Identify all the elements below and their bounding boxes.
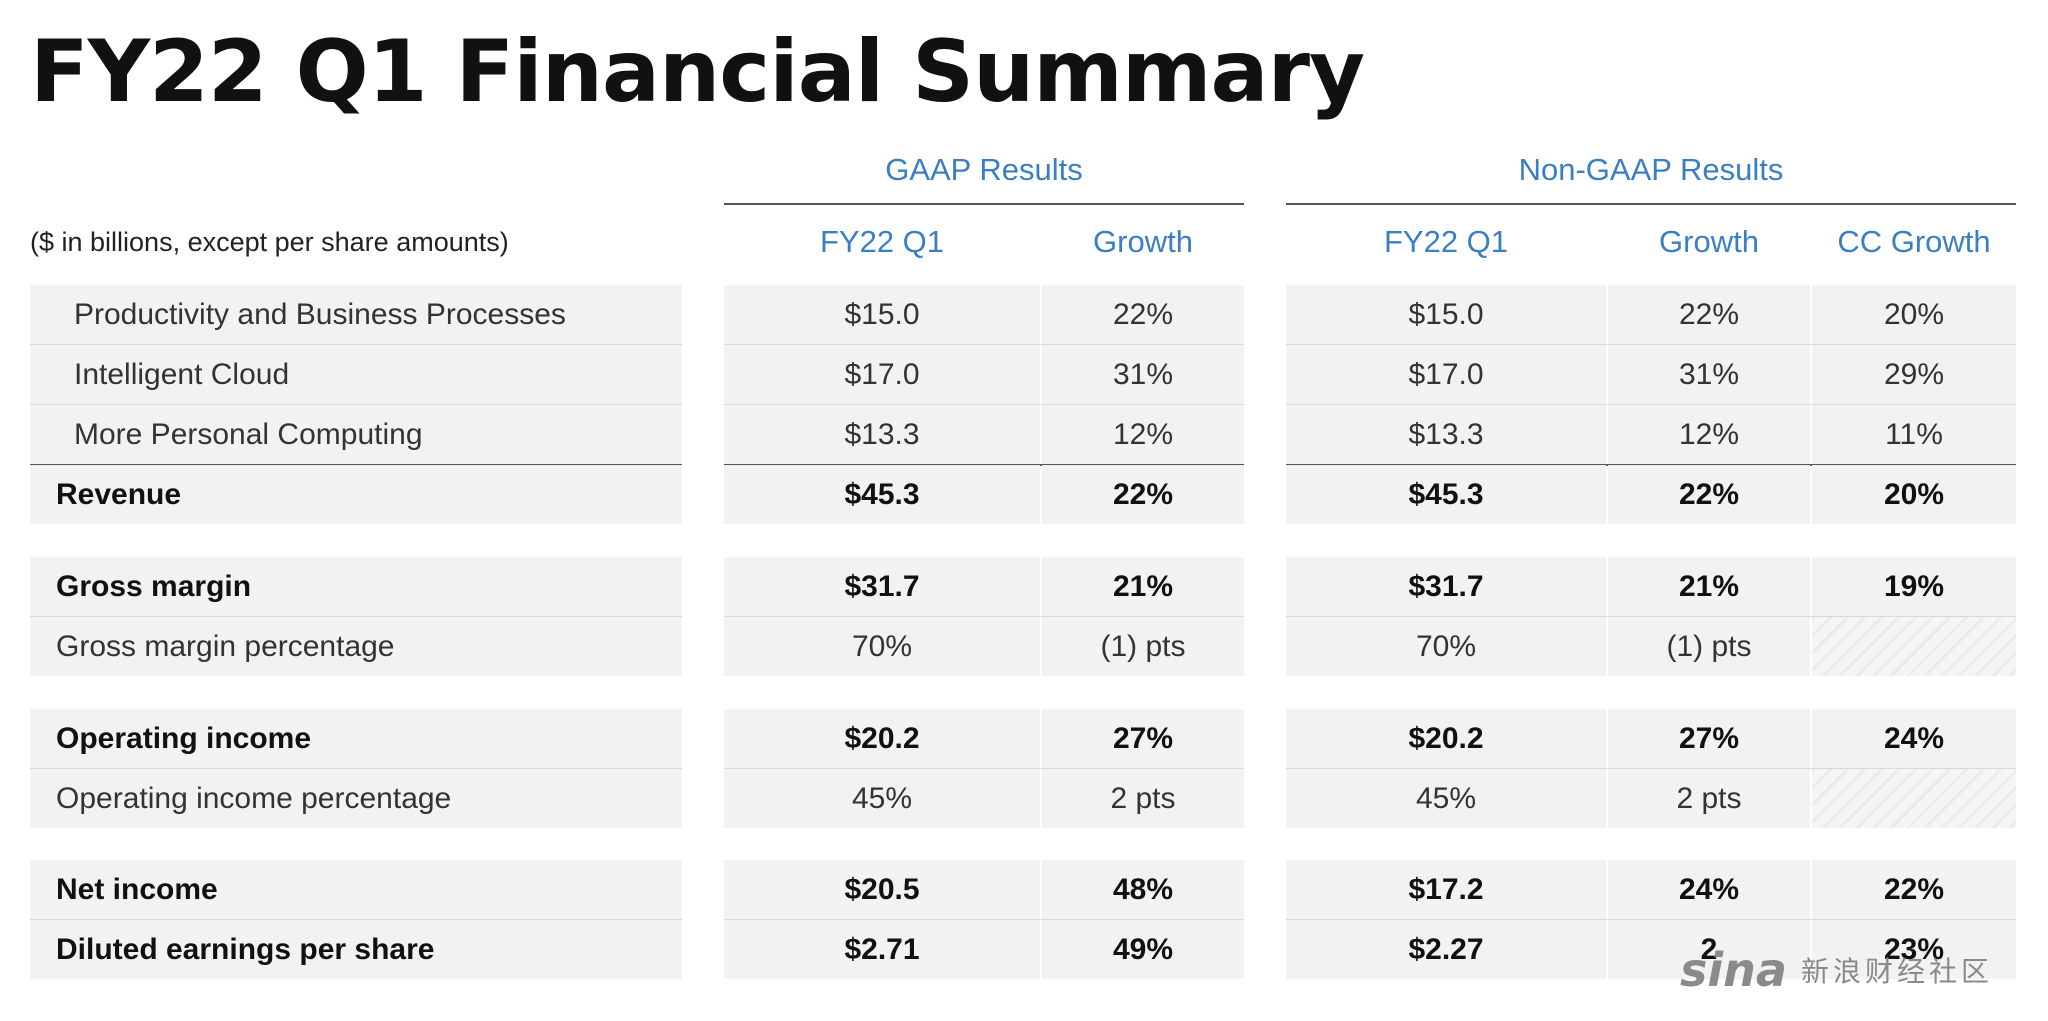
row-divider [30,404,682,405]
value-cell-gaap-growth: 22% [1042,465,1244,524]
value-cell-gaap-q: $17.0 [724,345,1040,404]
value-cell-ng-q: $17.0 [1286,345,1606,404]
value-cell-ng-q: $31.7 [1286,557,1606,616]
value-cell-ng-cc: 20% [1812,285,2016,344]
value-cell-gaap-growth: 22% [1042,285,1244,344]
value-cell-gaap-growth: 31% [1042,345,1244,404]
row-label: Gross margin [30,557,682,616]
value-cell-ng-growth: 24% [1608,860,1810,919]
value-cell-ng-growth: 22% [1608,285,1810,344]
row-divider [724,404,1244,405]
units-note: ($ in billions, except per share amounts… [30,226,509,257]
value-cell-ng-q: 70% [1286,617,1606,676]
row-label: Productivity and Business Processes [30,285,682,344]
value-cell-ng-q: $15.0 [1286,285,1606,344]
value-cell-ng-cc: 11% [1812,405,2016,464]
row-divider [30,616,682,617]
watermark-text: 新浪财经社区 [1800,955,1993,988]
row-label: Net income [30,860,682,919]
empty-cell [1812,769,2016,828]
value-cell-gaap-q: $20.5 [724,860,1040,919]
row-label: Operating income percentage [30,769,682,828]
value-cell-ng-q: $17.2 [1286,860,1606,919]
col-header-nongaap-q1: FY22 Q1 [1383,224,1509,259]
col-header-cc-growth: CC Growth [1837,224,1991,259]
row-label: Revenue [30,465,682,524]
value-cell-ng-cc: 24% [1812,709,2016,768]
value-cell-gaap-q: $45.3 [724,465,1040,524]
value-cell-ng-growth: 2 pts [1608,769,1810,828]
gaap-header-rule [724,203,1244,205]
value-cell-ng-q: $45.3 [1286,465,1606,524]
row-label: Operating income [30,709,682,768]
row-divider [724,768,1244,769]
value-cell-gaap-growth: 49% [1042,920,1244,979]
sina-logo-icon: sina [1680,943,1787,997]
value-cell-ng-cc: 22% [1812,860,2016,919]
value-cell-ng-q: $13.3 [1286,405,1606,464]
value-cell-ng-growth: (1) pts [1608,617,1810,676]
gaap-results-header: GAAP Results [885,152,1083,187]
value-cell-gaap-growth: 48% [1042,860,1244,919]
value-cell-ng-growth: 22% [1608,465,1810,524]
value-cell-gaap-q: $31.7 [724,557,1040,616]
watermark: sina 新浪财经社区 [1680,935,1993,1005]
col-header-gaap-growth: Growth [1093,224,1193,259]
value-cell-gaap-growth: 12% [1042,405,1244,464]
value-cell-gaap-growth: 27% [1042,709,1244,768]
value-cell-gaap-q: 70% [724,617,1040,676]
row-divider [1286,344,2016,345]
row-divider [724,344,1244,345]
row-divider [724,919,1244,920]
value-cell-gaap-q: $15.0 [724,285,1040,344]
value-cell-ng-q: $20.2 [1286,709,1606,768]
row-divider [1286,616,2016,617]
value-cell-gaap-q: $13.3 [724,405,1040,464]
row-divider [30,919,682,920]
value-cell-gaap-growth: 21% [1042,557,1244,616]
nongaap-results-header: Non-GAAP Results [1518,152,1784,187]
page-title: FY22 Q1 Financial Summary [30,22,1365,122]
row-label: More Personal Computing [30,405,682,464]
value-cell-ng-cc: 29% [1812,345,2016,404]
row-label: Intelligent Cloud [30,345,682,404]
value-cell-ng-growth: 27% [1608,709,1810,768]
value-cell-ng-growth: 31% [1608,345,1810,404]
col-header-gaap-q1: FY22 Q1 [819,224,945,259]
value-cell-gaap-growth: (1) pts [1042,617,1244,676]
value-cell-gaap-growth: 2 pts [1042,769,1244,828]
col-header-nongaap-growth: Growth [1659,224,1759,259]
nongaap-header-rule [1286,203,2016,205]
row-divider [1286,768,2016,769]
empty-cell [1812,617,2016,676]
row-divider [30,768,682,769]
row-label: Diluted earnings per share [30,920,682,979]
value-cell-ng-growth: 2 [1608,920,1810,979]
row-divider [1286,404,2016,405]
value-cell-ng-cc: 19% [1812,557,2016,616]
row-divider [724,616,1244,617]
value-cell-ng-q: 45% [1286,769,1606,828]
row-divider [30,344,682,345]
value-cell-ng-q: $2.27 [1286,920,1606,979]
value-cell-gaap-q: $20.2 [724,709,1040,768]
row-label: Gross margin percentage [30,617,682,676]
value-cell-ng-growth: 12% [1608,405,1810,464]
value-cell-gaap-q: 45% [724,769,1040,828]
value-cell-ng-growth: 21% [1608,557,1810,616]
value-cell-ng-cc: 20% [1812,465,2016,524]
value-cell-gaap-q: $2.71 [724,920,1040,979]
row-divider [1286,919,2016,920]
value-cell-ng-cc: 23% [1812,920,2016,979]
